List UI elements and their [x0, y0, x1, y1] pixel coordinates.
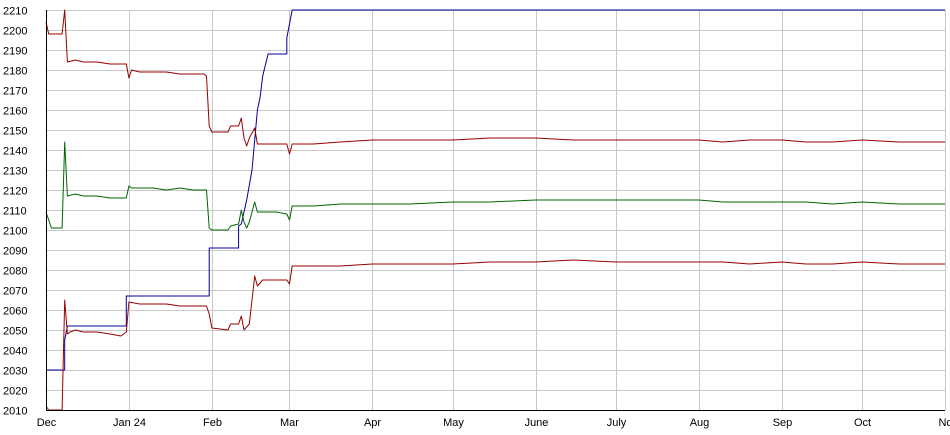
series-lines: [45, 9, 945, 411]
y-tick-label: 2130: [3, 166, 27, 178]
x-tick-label: Oct: [854, 417, 871, 429]
x-tick-label: Apr: [364, 417, 381, 429]
x-tick-labels: Dec Jan 24 Feb Mar Apr May June July Aug Sep Oct No: [37, 417, 950, 429]
y-tick-label: 2190: [3, 46, 27, 58]
y-tick-label: 2140: [3, 146, 27, 158]
series-line: [45, 9, 945, 155]
y-tick-label: 2210: [3, 6, 27, 18]
y-tick-label: 2180: [3, 66, 27, 78]
y-tick-label: 2110: [3, 206, 27, 218]
x-tick-label: Feb: [203, 417, 222, 429]
y-tick-label: 2070: [3, 286, 27, 298]
y-tick-label: 2010: [3, 406, 27, 418]
y-tick-label: 2160: [3, 106, 27, 118]
series-line: [46, 9, 945, 371]
series-line: [45, 259, 945, 411]
y-tick-label: 2050: [3, 326, 27, 338]
series-line: [45, 141, 945, 231]
x-tick-label: Jan 24: [113, 417, 146, 429]
y-tick-label: 2020: [3, 386, 27, 398]
x-tick-label: May: [443, 417, 464, 429]
x-tick-label: Dec: [37, 417, 57, 429]
y-tick-labels: 2010 2020 2030 2040 2050 2060 2070 2080 2090 2100…: [3, 6, 27, 418]
y-tick-label: 2060: [3, 306, 27, 318]
x-tick-label: July: [607, 417, 627, 429]
y-tick-label: 2100: [3, 226, 27, 238]
y-tick-label: 2170: [3, 86, 27, 98]
y-tick-label: 2040: [3, 346, 27, 358]
y-tick-label: 2030: [3, 366, 27, 378]
y-tick-label: 2090: [3, 246, 27, 258]
y-tick-label: 2120: [3, 186, 27, 198]
x-tick-label: Mar: [280, 417, 299, 429]
x-tick-label: June: [525, 417, 549, 429]
x-tick-label: Aug: [690, 417, 710, 429]
grid-lines: [46, 10, 946, 411]
y-tick-label: 2150: [3, 126, 27, 138]
y-tick-label: 2200: [3, 26, 27, 38]
x-tick-label: No: [938, 417, 950, 429]
y-tick-label: 2080: [3, 266, 27, 278]
x-tick-label: Sep: [773, 417, 793, 429]
